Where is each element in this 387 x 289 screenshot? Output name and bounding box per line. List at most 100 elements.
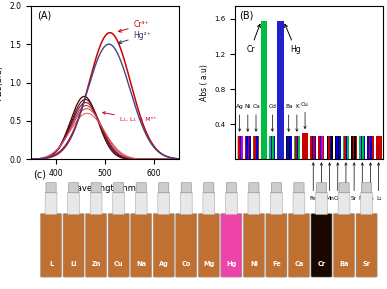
Bar [322,136,323,159]
Text: Li: Li [70,261,77,267]
Bar [289,136,290,159]
Bar [338,136,339,159]
FancyBboxPatch shape [293,192,305,214]
FancyBboxPatch shape [198,214,219,277]
Bar [236,136,238,159]
FancyBboxPatch shape [243,214,264,277]
Text: L: L [49,261,53,267]
Bar [369,136,370,159]
Text: L₁: L₁ [376,163,381,201]
FancyBboxPatch shape [311,214,332,277]
FancyBboxPatch shape [63,214,84,277]
FancyBboxPatch shape [334,214,354,277]
Bar [269,136,271,159]
FancyBboxPatch shape [159,183,169,193]
Text: (A): (A) [37,10,51,21]
FancyBboxPatch shape [361,192,372,214]
Bar [327,136,328,159]
FancyBboxPatch shape [339,183,349,193]
Text: Hg: Hg [285,24,301,54]
Text: Co: Co [334,163,342,201]
Text: Sr: Sr [351,163,357,201]
Text: Na: Na [136,261,146,267]
Bar [323,136,324,159]
Bar [238,136,240,159]
Text: Co: Co [182,261,191,267]
Text: Ni: Ni [245,104,251,131]
Bar [315,136,316,159]
Text: Cr: Cr [246,24,260,54]
Bar [253,136,255,159]
Text: Cu: Cu [114,261,123,267]
FancyBboxPatch shape [68,192,79,214]
FancyBboxPatch shape [46,183,56,193]
Bar [248,136,249,159]
Bar [307,133,308,159]
FancyBboxPatch shape [249,183,259,193]
Bar [287,136,289,159]
FancyBboxPatch shape [90,192,102,214]
Bar [348,136,349,159]
FancyBboxPatch shape [248,192,260,214]
Text: Fe: Fe [272,261,281,267]
Bar [378,136,380,159]
Bar [377,136,378,159]
Bar [351,136,353,159]
Text: Cu: Cu [301,102,309,129]
FancyBboxPatch shape [266,214,287,277]
Bar [290,136,292,159]
Y-axis label: Abs(a.u): Abs(a.u) [0,65,3,100]
Bar [319,136,320,159]
Bar [255,136,256,159]
FancyBboxPatch shape [288,214,310,277]
Bar [295,136,297,159]
Bar [310,136,312,159]
Text: Zn: Zn [366,163,374,201]
Bar [372,136,373,159]
FancyBboxPatch shape [338,192,350,214]
Text: Hg²⁺: Hg²⁺ [118,31,151,44]
Bar [274,136,276,159]
FancyBboxPatch shape [361,183,372,193]
Text: K: K [295,104,299,131]
Text: Ca: Ca [294,261,304,267]
FancyBboxPatch shape [113,183,124,193]
Bar [271,136,272,159]
FancyBboxPatch shape [91,183,101,193]
Bar [380,136,382,159]
FancyBboxPatch shape [271,192,282,214]
Bar [298,136,300,159]
FancyBboxPatch shape [153,214,174,277]
Bar [339,136,341,159]
Text: Ba: Ba [339,261,349,267]
Bar [294,136,295,159]
FancyBboxPatch shape [86,214,107,277]
Bar [344,136,346,159]
Text: Mg: Mg [317,163,326,201]
Bar [375,136,377,159]
Bar [286,136,287,159]
FancyBboxPatch shape [158,192,170,214]
Bar [356,136,357,159]
Text: Cr³⁺: Cr³⁺ [118,20,149,32]
Text: Hg: Hg [226,261,236,267]
Bar [346,136,348,159]
FancyBboxPatch shape [180,192,192,214]
FancyBboxPatch shape [226,183,236,193]
Text: Mn: Mn [325,163,334,201]
FancyBboxPatch shape [136,183,146,193]
Bar [343,136,344,159]
Bar [277,21,284,159]
Text: Zn: Zn [91,261,101,267]
Bar [312,136,313,159]
FancyBboxPatch shape [316,192,327,214]
Text: Ca: Ca [252,104,260,131]
Bar [361,136,362,159]
Text: Cr: Cr [317,261,325,267]
FancyBboxPatch shape [221,214,242,277]
Bar [359,136,361,159]
Text: (B): (B) [240,10,254,21]
FancyBboxPatch shape [135,192,147,214]
FancyBboxPatch shape [181,183,191,193]
FancyBboxPatch shape [131,214,152,277]
